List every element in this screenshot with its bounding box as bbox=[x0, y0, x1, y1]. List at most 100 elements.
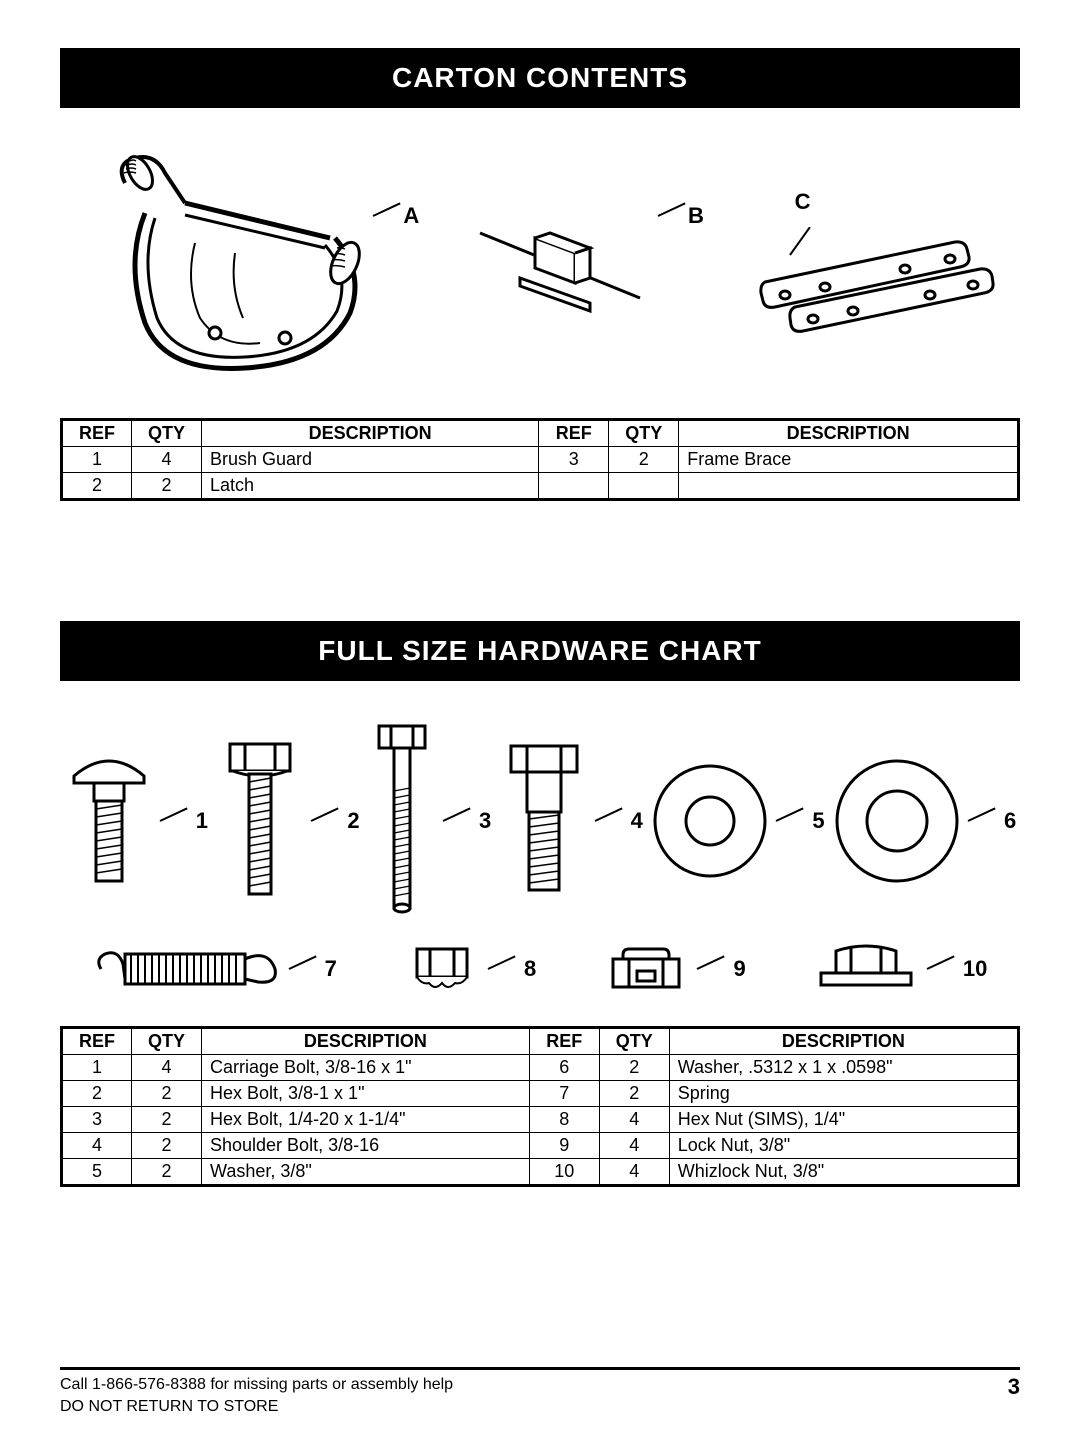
hex-bolt-icon bbox=[215, 736, 305, 906]
carton-contents-table: REF QTY DESCRIPTION REF QTY DESCRIPTION … bbox=[60, 418, 1020, 501]
hw-label-3: 3 bbox=[479, 808, 491, 834]
frame-brace-icon bbox=[755, 227, 995, 337]
hw-label-1: 1 bbox=[196, 808, 208, 834]
table-row: 32Hex Bolt, 1/4-20 x 1-1/4"84Hex Nut (SI… bbox=[62, 1107, 1019, 1133]
table-cell: Latch bbox=[202, 473, 539, 500]
hardware-table: REF QTY DESCRIPTION REF QTY DESCRIPTION … bbox=[60, 1026, 1020, 1187]
illus-b: B bbox=[470, 203, 704, 323]
spring-icon bbox=[93, 944, 283, 994]
table-cell: 2 bbox=[132, 1081, 202, 1107]
table-cell: Washer, 3/8" bbox=[202, 1159, 530, 1186]
lead-line-icon bbox=[288, 955, 316, 969]
table-cell: 2 bbox=[62, 473, 132, 500]
hw-item-6: 6 bbox=[832, 756, 1016, 886]
th-desc: DESCRIPTION bbox=[679, 420, 1019, 447]
hw-item-7: 7 bbox=[93, 944, 337, 994]
lead-line-icon bbox=[373, 202, 401, 216]
illus-label-c: C bbox=[795, 189, 811, 215]
hex-bolt-small-icon bbox=[367, 721, 437, 921]
th-desc: DESCRIPTION bbox=[202, 1028, 530, 1055]
hw-item-1: 1 bbox=[64, 751, 208, 891]
illus-c: C bbox=[755, 189, 995, 337]
lead-line-icon bbox=[658, 202, 686, 216]
table-cell: 4 bbox=[599, 1159, 669, 1186]
page-footer: Call 1-866-576-8388 for missing parts or… bbox=[60, 1367, 1020, 1419]
illus-a: A bbox=[85, 143, 419, 383]
table-cell: 2 bbox=[599, 1055, 669, 1081]
carton-contents-header: CARTON CONTENTS bbox=[60, 48, 1020, 108]
table-cell: Shoulder Bolt, 3/8-16 bbox=[202, 1133, 530, 1159]
table-cell: Hex Nut (SIMS), 1/4" bbox=[669, 1107, 1018, 1133]
footer-line1: Call 1-866-576-8388 for missing parts or… bbox=[60, 1374, 453, 1396]
lead-line-icon bbox=[311, 807, 339, 821]
th-ref: REF bbox=[62, 1028, 132, 1055]
table-cell: 4 bbox=[132, 1055, 202, 1081]
table-cell: 9 bbox=[529, 1133, 599, 1159]
illus-label-a: A bbox=[403, 203, 419, 229]
footer-text: Call 1-866-576-8388 for missing parts or… bbox=[60, 1374, 453, 1419]
hw-item-4: 4 bbox=[499, 741, 643, 901]
latch-icon bbox=[470, 203, 650, 323]
hw-row-2: 7 8 bbox=[60, 941, 1020, 996]
table-row: 22Hex Bolt, 3/8-1 x 1"72Spring bbox=[62, 1081, 1019, 1107]
hardware-illustrations: 1 bbox=[60, 721, 1020, 996]
hw-label-5: 5 bbox=[812, 808, 824, 834]
lead-line-icon bbox=[488, 955, 516, 969]
th-ref: REF bbox=[539, 420, 609, 447]
table-cell: 4 bbox=[599, 1133, 669, 1159]
lead-line-icon bbox=[926, 955, 954, 969]
lead-line-icon bbox=[443, 807, 471, 821]
table-header-row: REF QTY DESCRIPTION REF QTY DESCRIPTION bbox=[62, 420, 1019, 447]
lead-line-icon bbox=[159, 807, 187, 821]
hw-label-7: 7 bbox=[325, 956, 337, 982]
table-cell: 2 bbox=[132, 473, 202, 500]
hw-label-9: 9 bbox=[733, 956, 745, 982]
table-cell: 10 bbox=[529, 1159, 599, 1186]
hw-item-3: 3 bbox=[367, 721, 491, 921]
spacer bbox=[60, 501, 1020, 621]
hw-label-10: 10 bbox=[963, 956, 987, 982]
table-cell: 8 bbox=[529, 1107, 599, 1133]
lock-nut-icon bbox=[601, 941, 691, 996]
table-cell: 2 bbox=[62, 1081, 132, 1107]
carriage-bolt-icon bbox=[64, 751, 154, 891]
carton-illustrations: A B C bbox=[60, 138, 1020, 388]
table-row: 22Latch bbox=[62, 473, 1019, 500]
th-qty: QTY bbox=[609, 420, 679, 447]
table-cell: 2 bbox=[599, 1081, 669, 1107]
table-cell: 2 bbox=[132, 1133, 202, 1159]
table-cell: 6 bbox=[529, 1055, 599, 1081]
hw-label-8: 8 bbox=[524, 956, 536, 982]
hw-item-8: 8 bbox=[402, 941, 536, 996]
table-cell: 4 bbox=[132, 447, 202, 473]
table-cell: 1 bbox=[62, 447, 132, 473]
table-cell: 4 bbox=[599, 1107, 669, 1133]
hw-label-6: 6 bbox=[1004, 808, 1016, 834]
hw-row-1: 1 bbox=[60, 721, 1020, 921]
table-cell: Carriage Bolt, 3/8-16 x 1" bbox=[202, 1055, 530, 1081]
hex-nut-sims-icon bbox=[402, 941, 482, 996]
table-cell: 1 bbox=[62, 1055, 132, 1081]
th-desc: DESCRIPTION bbox=[669, 1028, 1018, 1055]
hw-item-2: 2 bbox=[215, 736, 359, 906]
th-ref: REF bbox=[62, 420, 132, 447]
brush-guard-icon bbox=[85, 143, 365, 383]
table-cell: 2 bbox=[132, 1159, 202, 1186]
table-cell: Brush Guard bbox=[202, 447, 539, 473]
hw-item-10: 10 bbox=[811, 941, 987, 996]
hw-item-5: 5 bbox=[650, 761, 824, 881]
hw-item-9: 9 bbox=[601, 941, 745, 996]
shoulder-bolt-icon bbox=[499, 741, 589, 901]
th-desc: DESCRIPTION bbox=[202, 420, 539, 447]
table-cell bbox=[679, 473, 1019, 500]
hardware-chart-header: FULL SIZE HARDWARE CHART bbox=[60, 621, 1020, 681]
th-qty: QTY bbox=[132, 1028, 202, 1055]
table-cell: Whizlock Nut, 3/8" bbox=[669, 1159, 1018, 1186]
whizlock-nut-icon bbox=[811, 941, 921, 996]
page: CARTON CONTENTS bbox=[0, 0, 1080, 1449]
table-cell: Hex Bolt, 1/4-20 x 1-1/4" bbox=[202, 1107, 530, 1133]
table-cell: Lock Nut, 3/8" bbox=[669, 1133, 1018, 1159]
table-cell: Hex Bolt, 3/8-1 x 1" bbox=[202, 1081, 530, 1107]
hw-label-4: 4 bbox=[631, 808, 643, 834]
th-qty: QTY bbox=[132, 420, 202, 447]
